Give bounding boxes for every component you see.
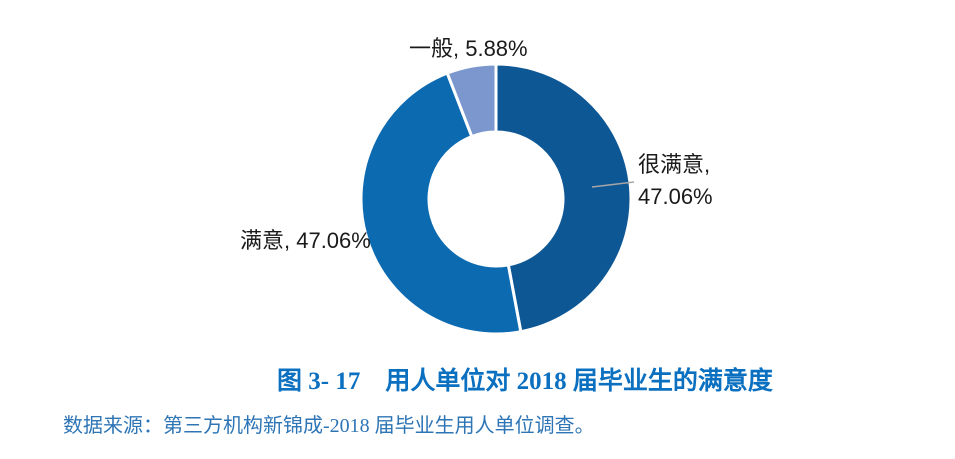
pie-slice-1	[494, 62, 633, 334]
label-neutral: 一般, 5.88%	[409, 36, 528, 61]
leader-line	[591, 181, 635, 188]
label-satisfied: 满意, 47.06%	[240, 228, 371, 253]
pie-slice-3	[445, 62, 498, 139]
label-very-satisfied: 很满意, 47.06%	[638, 149, 713, 213]
figure-caption: 图 3- 17 用人单位对 2018 届毕业生的满意度	[277, 368, 773, 395]
label-very-satisfied-line1: 很满意,	[638, 152, 711, 177]
data-source: 数据来源：第三方机构新锦成-2018 届毕业生用人单位调查。	[63, 415, 595, 437]
pie-slice-2	[359, 71, 523, 336]
label-very-satisfied-line2: 47.06%	[638, 183, 713, 209]
